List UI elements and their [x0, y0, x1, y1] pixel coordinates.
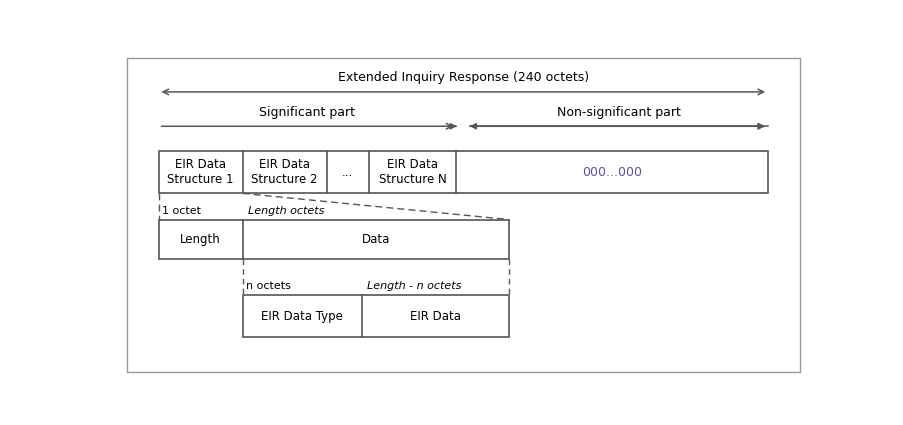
Text: EIR Data
Structure 2: EIR Data Structure 2 [251, 158, 318, 186]
Bar [242, 295, 508, 337]
Text: 000...000: 000...000 [582, 166, 641, 178]
Text: EIR Data
Structure 1: EIR Data Structure 1 [167, 158, 234, 186]
Text: Length: Length [180, 232, 220, 246]
Text: EIR Data: EIR Data [409, 309, 461, 323]
Text: Length - n octets: Length - n octets [367, 281, 461, 291]
Bar [158, 151, 768, 193]
Text: EIR Data
Structure N: EIR Data Structure N [378, 158, 446, 186]
Text: Extended Inquiry Response (240 octets): Extended Inquiry Response (240 octets) [338, 71, 588, 84]
Text: Data: Data [361, 232, 389, 246]
Text: n octets: n octets [246, 281, 291, 291]
Text: 1 octet: 1 octet [162, 206, 200, 215]
Text: ...: ... [341, 166, 353, 178]
Text: Length octets: Length octets [248, 206, 324, 215]
Text: Significant part: Significant part [259, 106, 355, 119]
Text: Non-significant part: Non-significant part [556, 106, 680, 119]
Bar [158, 220, 508, 259]
Text: EIR Data Type: EIR Data Type [261, 309, 343, 323]
